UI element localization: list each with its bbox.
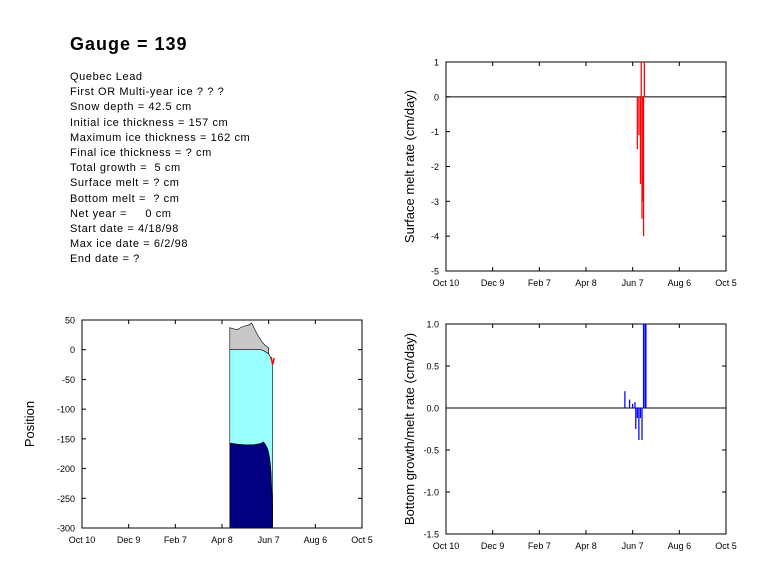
y-tick-label: -300 <box>57 524 75 534</box>
melt-bar <box>634 402 636 408</box>
melt-bar <box>624 391 626 408</box>
x-tick-label: Oct 10 <box>69 535 96 545</box>
x-tick-label: Aug 6 <box>668 541 692 551</box>
melt-bar <box>638 408 640 440</box>
y-tick-label: 0.5 <box>426 362 439 372</box>
x-tick-label: Dec 9 <box>481 278 505 288</box>
x-tick-label: Oct 5 <box>715 541 737 551</box>
x-tick-label: Feb 7 <box>528 541 551 551</box>
melt-bar <box>641 96 643 219</box>
melt-bar <box>636 408 638 419</box>
info-line: Bottom melt = ? cm <box>70 192 180 205</box>
melt-bar <box>640 62 642 97</box>
y-tick-label: 1.0 <box>426 320 439 330</box>
x-tick-label: Apr 8 <box>575 278 597 288</box>
x-tick-label: Aug 6 <box>668 278 692 288</box>
plot-frame <box>445 323 727 535</box>
y-axis-label: Surface melt rate (cm/day) <box>402 90 417 243</box>
melt-bar <box>642 324 645 408</box>
info-line: Initial ice thickness = 157 cm <box>70 116 229 129</box>
melt-bar <box>628 399 631 408</box>
y-tick-label: -4 <box>431 232 439 242</box>
melt-bar <box>638 96 640 136</box>
x-tick-label: Jun 7 <box>258 535 280 545</box>
melt-bar <box>644 324 646 408</box>
y-tick-label: -1.0 <box>423 488 439 498</box>
x-tick-label: Oct 5 <box>351 535 373 545</box>
melt-bar <box>635 408 637 429</box>
water-area <box>229 441 273 529</box>
x-tick-label: Apr 8 <box>575 541 597 551</box>
melt-bar <box>636 96 638 150</box>
x-tick-label: Aug 6 <box>304 535 328 545</box>
x-tick-label: Dec 9 <box>481 541 505 551</box>
melt-bar <box>645 324 647 408</box>
info-line: Net year = 0 cm <box>70 207 172 220</box>
y-tick-label: -100 <box>57 405 75 415</box>
melt-bar <box>632 403 634 408</box>
info-line: Surface melt = ? cm <box>70 177 180 190</box>
y-axis-label: Bottom growth/melt rate (cm/day) <box>402 333 417 525</box>
x-tick-label: Oct 10 <box>433 541 460 551</box>
y-tick-label: 1 <box>434 58 439 68</box>
y-tick-label: -1.5 <box>423 530 439 540</box>
x-tick-label: Feb 7 <box>528 278 551 288</box>
info-line: Final ice thickness = ? cm <box>70 147 212 160</box>
x-tick-label: Apr 8 <box>211 535 233 545</box>
x-tick-label: Oct 10 <box>433 278 460 288</box>
y-tick-label: -3 <box>431 197 439 207</box>
y-axis-label: Position <box>22 401 37 447</box>
y-tick-label: 0 <box>434 92 439 102</box>
plot-frame <box>81 319 363 529</box>
melt-bar <box>639 408 642 419</box>
info-line: End date = ? <box>70 253 140 266</box>
melt-bar <box>642 96 644 202</box>
info-line: Total growth = 5 cm <box>70 162 181 175</box>
y-tick-label: 0 <box>70 345 75 355</box>
info-line: Start date = 4/18/98 <box>70 223 179 236</box>
info-line: Maximum ice thickness = 162 cm <box>70 131 251 144</box>
melt-marker <box>270 356 275 365</box>
gauge-info-list: Quebec Lead First OR Multi-year ice ? ? ?… <box>70 70 250 268</box>
snow-area <box>229 322 270 355</box>
info-line: Quebec Lead <box>70 71 143 83</box>
melt-bar <box>643 62 645 97</box>
melt-bar <box>641 408 643 440</box>
info-line: Max ice date = 6/2/98 <box>70 238 189 251</box>
y-tick-label: -1 <box>431 127 439 137</box>
x-tick-label: Dec 9 <box>117 535 141 545</box>
x-tick-label: Oct 5 <box>715 278 737 288</box>
y-tick-label: -5 <box>431 267 439 277</box>
info-line: First OR Multi-year ice ? ? ? <box>70 86 225 99</box>
y-tick-label: -2 <box>431 162 439 172</box>
y-tick-label: -50 <box>62 375 75 385</box>
y-tick-label: -0.5 <box>423 446 439 456</box>
melt-bar <box>642 96 645 237</box>
melt-bar <box>639 96 642 184</box>
y-tick-label: -250 <box>57 494 75 504</box>
gauge-title: Gauge = 139 <box>70 34 188 54</box>
info-line: Snow depth = 42.5 cm <box>70 101 192 114</box>
x-tick-label: Jun 7 <box>622 541 644 551</box>
y-tick-label: 0.0 <box>426 404 439 414</box>
y-tick-label: -150 <box>57 434 75 444</box>
y-tick-label: 50 <box>65 316 75 326</box>
x-tick-label: Jun 7 <box>622 278 644 288</box>
x-tick-label: Feb 7 <box>164 535 187 545</box>
y-tick-label: -200 <box>57 464 75 474</box>
